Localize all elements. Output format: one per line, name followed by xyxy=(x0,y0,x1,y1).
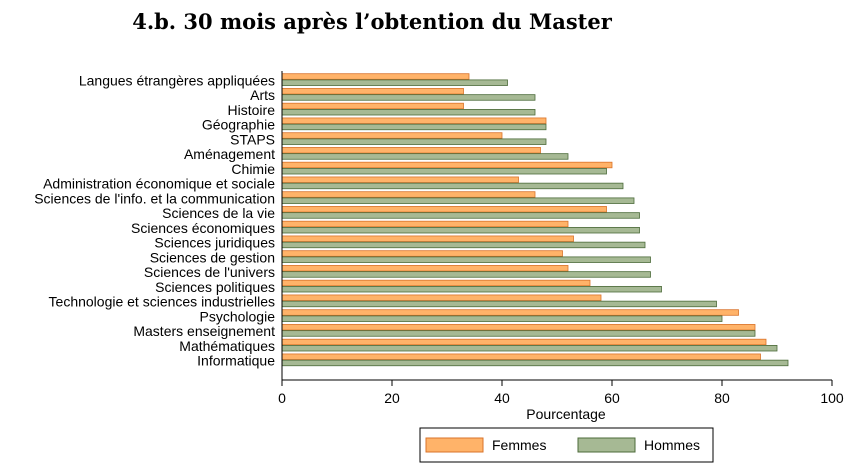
bar-femmes-0 xyxy=(281,73,470,80)
category-label: Sciences de l'info. et la communication xyxy=(34,190,275,206)
bar-hommes-18 xyxy=(281,344,778,352)
bar-hommes-10 xyxy=(281,226,640,234)
bar-femmes-5 xyxy=(281,147,541,154)
bar-femmes-13 xyxy=(281,265,569,272)
category-label: Psychologie xyxy=(200,308,276,324)
bar-hommes-2 xyxy=(281,109,536,116)
bar-femmes-17 xyxy=(281,324,756,331)
chart-title: 4.b. 30 mois après l’obtention du Master xyxy=(132,9,613,34)
bar-femmes-19 xyxy=(281,353,761,360)
bar-hommes-5 xyxy=(281,153,569,160)
bar-femmes-15 xyxy=(281,294,602,301)
bars-layer xyxy=(281,73,789,367)
bar-hommes-11 xyxy=(281,241,646,249)
bar-hommes-15 xyxy=(281,300,717,308)
bar-hommes-14 xyxy=(281,285,662,293)
category-label: Sciences de gestion xyxy=(150,249,275,265)
bar-femmes-6 xyxy=(281,161,613,169)
category-label: Sciences de la vie xyxy=(162,205,275,221)
x-axis: 0 20 40 60 80 100 xyxy=(278,71,844,406)
category-label: Sciences économiques xyxy=(131,220,275,236)
x-tick-label: 0 xyxy=(278,390,286,406)
category-label: Sciences de l'univers xyxy=(144,264,275,280)
bar-femmes-3 xyxy=(281,117,547,124)
bar-hommes-6 xyxy=(281,167,607,175)
category-label: Sciences politiques xyxy=(155,279,275,295)
bar-femmes-12 xyxy=(281,250,563,257)
bar-hommes-13 xyxy=(281,271,651,278)
category-label: STAPS xyxy=(230,131,275,147)
bar-femmes-18 xyxy=(281,338,767,346)
bar-femmes-7 xyxy=(281,176,519,183)
bar-femmes-9 xyxy=(281,206,607,213)
category-label: Géographie xyxy=(202,117,275,133)
bar-femmes-2 xyxy=(281,102,464,110)
x-tick-label: 40 xyxy=(494,390,510,406)
bar-femmes-14 xyxy=(281,279,591,287)
bar-hommes-7 xyxy=(281,182,624,190)
bar-hommes-12 xyxy=(281,256,651,263)
x-tick-label: 100 xyxy=(820,390,844,406)
category-label: Technologie et sciences industrielles xyxy=(49,294,275,310)
category-labels: Langues étrangères appliquéesArtsHistoir… xyxy=(34,72,275,368)
bar-hommes-1 xyxy=(281,94,536,101)
category-label: Aménagement xyxy=(184,146,275,162)
category-label: Administration économique et sociale xyxy=(43,176,275,192)
bar-femmes-11 xyxy=(281,235,574,242)
bar-hommes-0 xyxy=(281,79,508,86)
legend-label-hommes: Hommes xyxy=(644,437,700,453)
bar-femmes-8 xyxy=(281,191,536,198)
bar-hommes-3 xyxy=(281,123,547,131)
category-label: Arts xyxy=(250,87,275,103)
bar-hommes-9 xyxy=(281,212,640,219)
category-label: Chimie xyxy=(231,161,275,177)
legend-swatch-hommes xyxy=(577,437,636,453)
category-label: Informatique xyxy=(197,353,275,369)
legend-label-femmes: Femmes xyxy=(492,437,546,453)
x-tick-label: 80 xyxy=(714,390,730,406)
bar-femmes-1 xyxy=(281,88,464,95)
bar-hommes-16 xyxy=(281,315,723,322)
bar-hommes-8 xyxy=(281,197,635,204)
bar-femmes-16 xyxy=(281,309,739,316)
bar-femmes-10 xyxy=(281,220,569,228)
x-tick-label: 20 xyxy=(384,390,400,406)
bar-hommes-4 xyxy=(281,138,547,145)
bar-femmes-4 xyxy=(281,132,503,139)
category-label: Langues étrangères appliquées xyxy=(79,72,275,88)
x-axis-label: Pourcentage xyxy=(526,406,606,422)
legend-box xyxy=(419,427,714,463)
category-label: Histoire xyxy=(228,102,276,118)
legend-swatch-femmes xyxy=(425,437,484,453)
bar-hommes-19 xyxy=(281,359,789,367)
category-label: Masters enseignement xyxy=(133,323,275,339)
category-label: Sciences juridiques xyxy=(154,235,275,251)
bar-hommes-17 xyxy=(281,330,756,337)
legend: Femmes Hommes xyxy=(419,427,714,463)
x-tick-label: 60 xyxy=(604,390,620,406)
category-label: Mathématiques xyxy=(179,338,275,354)
